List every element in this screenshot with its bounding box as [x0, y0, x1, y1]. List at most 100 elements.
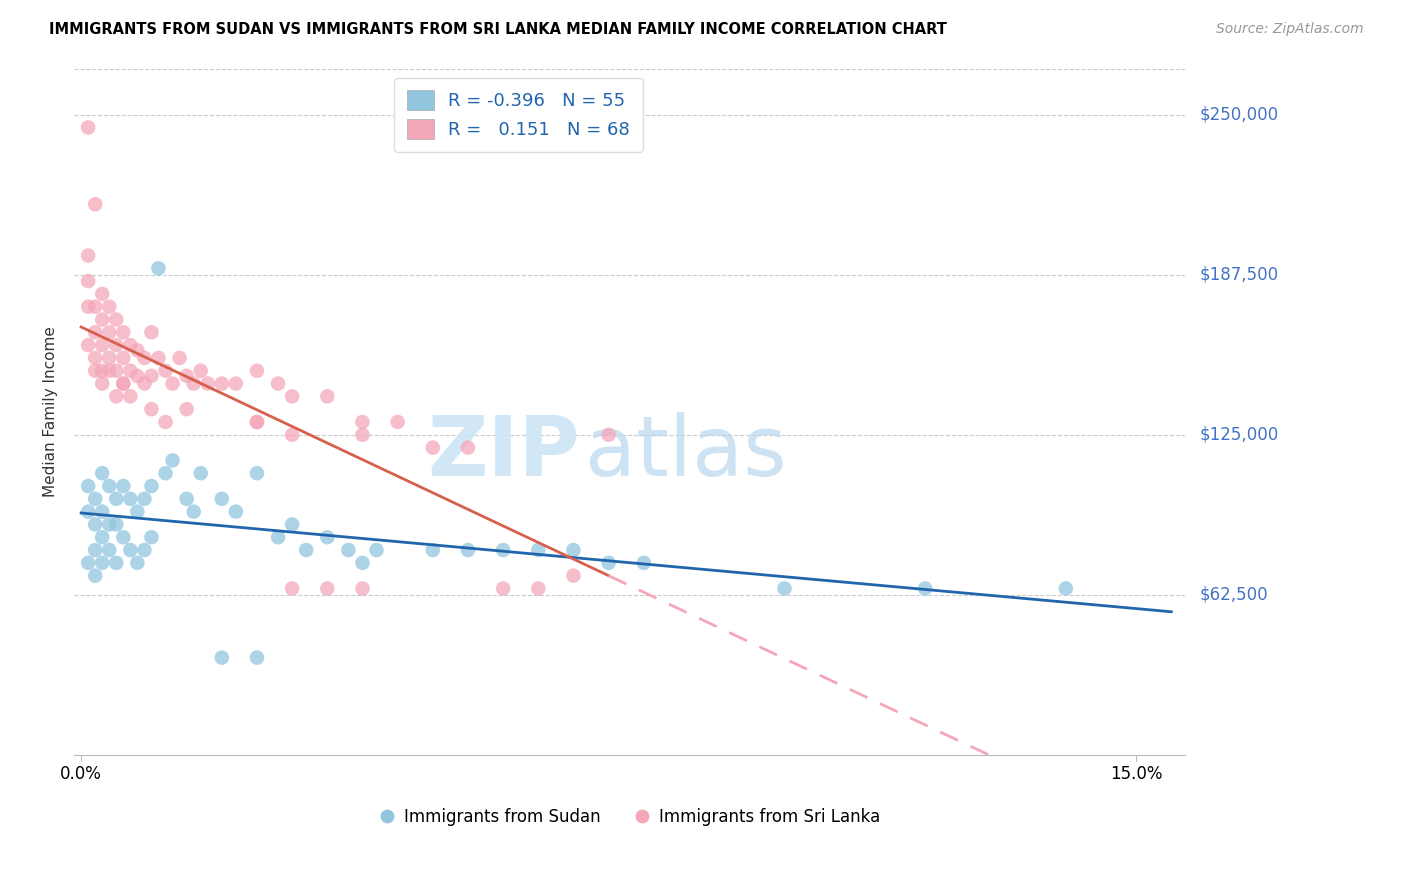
- Point: [91, 312, 114, 326]
- Point: [246, 415, 269, 429]
- Point: [91, 556, 114, 570]
- Point: [134, 351, 156, 365]
- Text: $187,500: $187,500: [1199, 266, 1278, 284]
- Point: [112, 351, 135, 365]
- Point: [148, 351, 170, 365]
- Point: [246, 467, 269, 481]
- Point: [148, 261, 170, 276]
- Point: [366, 543, 388, 558]
- Point: [120, 389, 142, 403]
- Point: [112, 326, 135, 340]
- Point: [77, 248, 100, 262]
- Point: [190, 467, 212, 481]
- Y-axis label: Median Family Income: Median Family Income: [44, 326, 58, 497]
- Point: [141, 530, 163, 544]
- Point: [246, 650, 269, 665]
- Point: [105, 389, 128, 403]
- Point: [225, 376, 247, 391]
- Point: [77, 556, 100, 570]
- Point: [211, 491, 233, 506]
- Text: $250,000: $250,000: [1199, 105, 1278, 124]
- Text: atlas: atlas: [585, 412, 787, 493]
- Point: [112, 479, 135, 493]
- Point: [281, 517, 304, 532]
- Point: [98, 364, 121, 378]
- Point: [197, 376, 219, 391]
- Point: [352, 415, 374, 429]
- Point: [134, 376, 156, 391]
- Point: [422, 441, 444, 455]
- Point: [77, 274, 100, 288]
- Point: [127, 343, 149, 358]
- Point: [98, 543, 121, 558]
- Point: [773, 582, 796, 596]
- Point: [98, 351, 121, 365]
- Point: [91, 505, 114, 519]
- Point: [105, 517, 128, 532]
- Point: [105, 312, 128, 326]
- Point: [105, 556, 128, 570]
- Point: [162, 453, 184, 467]
- Point: [352, 582, 374, 596]
- Point: [91, 338, 114, 352]
- Point: [211, 650, 233, 665]
- Point: [105, 491, 128, 506]
- Point: [91, 530, 114, 544]
- Point: [112, 376, 135, 391]
- Point: [77, 338, 100, 352]
- Point: [141, 479, 163, 493]
- Point: [120, 543, 142, 558]
- Point: [84, 568, 107, 582]
- Point: [422, 543, 444, 558]
- Point: [162, 376, 184, 391]
- Point: [91, 376, 114, 391]
- Point: [77, 120, 100, 135]
- Point: [633, 556, 655, 570]
- Point: [105, 338, 128, 352]
- Text: ZIP: ZIP: [427, 412, 579, 493]
- Point: [141, 368, 163, 383]
- Point: [267, 530, 290, 544]
- Point: [183, 376, 205, 391]
- Point: [105, 364, 128, 378]
- Point: [246, 364, 269, 378]
- Point: [281, 389, 304, 403]
- Point: [112, 376, 135, 391]
- Point: [169, 351, 191, 365]
- Text: IMMIGRANTS FROM SUDAN VS IMMIGRANTS FROM SRI LANKA MEDIAN FAMILY INCOME CORRELAT: IMMIGRANTS FROM SUDAN VS IMMIGRANTS FROM…: [49, 22, 948, 37]
- Point: [77, 300, 100, 314]
- Point: [98, 517, 121, 532]
- Point: [84, 491, 107, 506]
- Point: [246, 415, 269, 429]
- Point: [127, 505, 149, 519]
- Point: [127, 368, 149, 383]
- Point: [225, 505, 247, 519]
- Point: [98, 300, 121, 314]
- Point: [155, 415, 177, 429]
- Point: [98, 479, 121, 493]
- Legend: Immigrants from Sudan, Immigrants from Sri Lanka: Immigrants from Sudan, Immigrants from S…: [373, 801, 887, 832]
- Point: [527, 582, 550, 596]
- Point: [457, 441, 479, 455]
- Point: [598, 556, 620, 570]
- Point: [316, 582, 339, 596]
- Point: [134, 491, 156, 506]
- Point: [281, 427, 304, 442]
- Point: [84, 364, 107, 378]
- Point: [457, 543, 479, 558]
- Point: [176, 491, 198, 506]
- Point: [84, 300, 107, 314]
- Point: [120, 491, 142, 506]
- Point: [211, 376, 233, 391]
- Point: [155, 467, 177, 481]
- Point: [492, 582, 515, 596]
- Point: [352, 427, 374, 442]
- Point: [120, 364, 142, 378]
- Point: [527, 543, 550, 558]
- Point: [316, 530, 339, 544]
- Point: [492, 543, 515, 558]
- Point: [281, 582, 304, 596]
- Point: [267, 376, 290, 391]
- Point: [141, 402, 163, 417]
- Text: $125,000: $125,000: [1199, 425, 1278, 444]
